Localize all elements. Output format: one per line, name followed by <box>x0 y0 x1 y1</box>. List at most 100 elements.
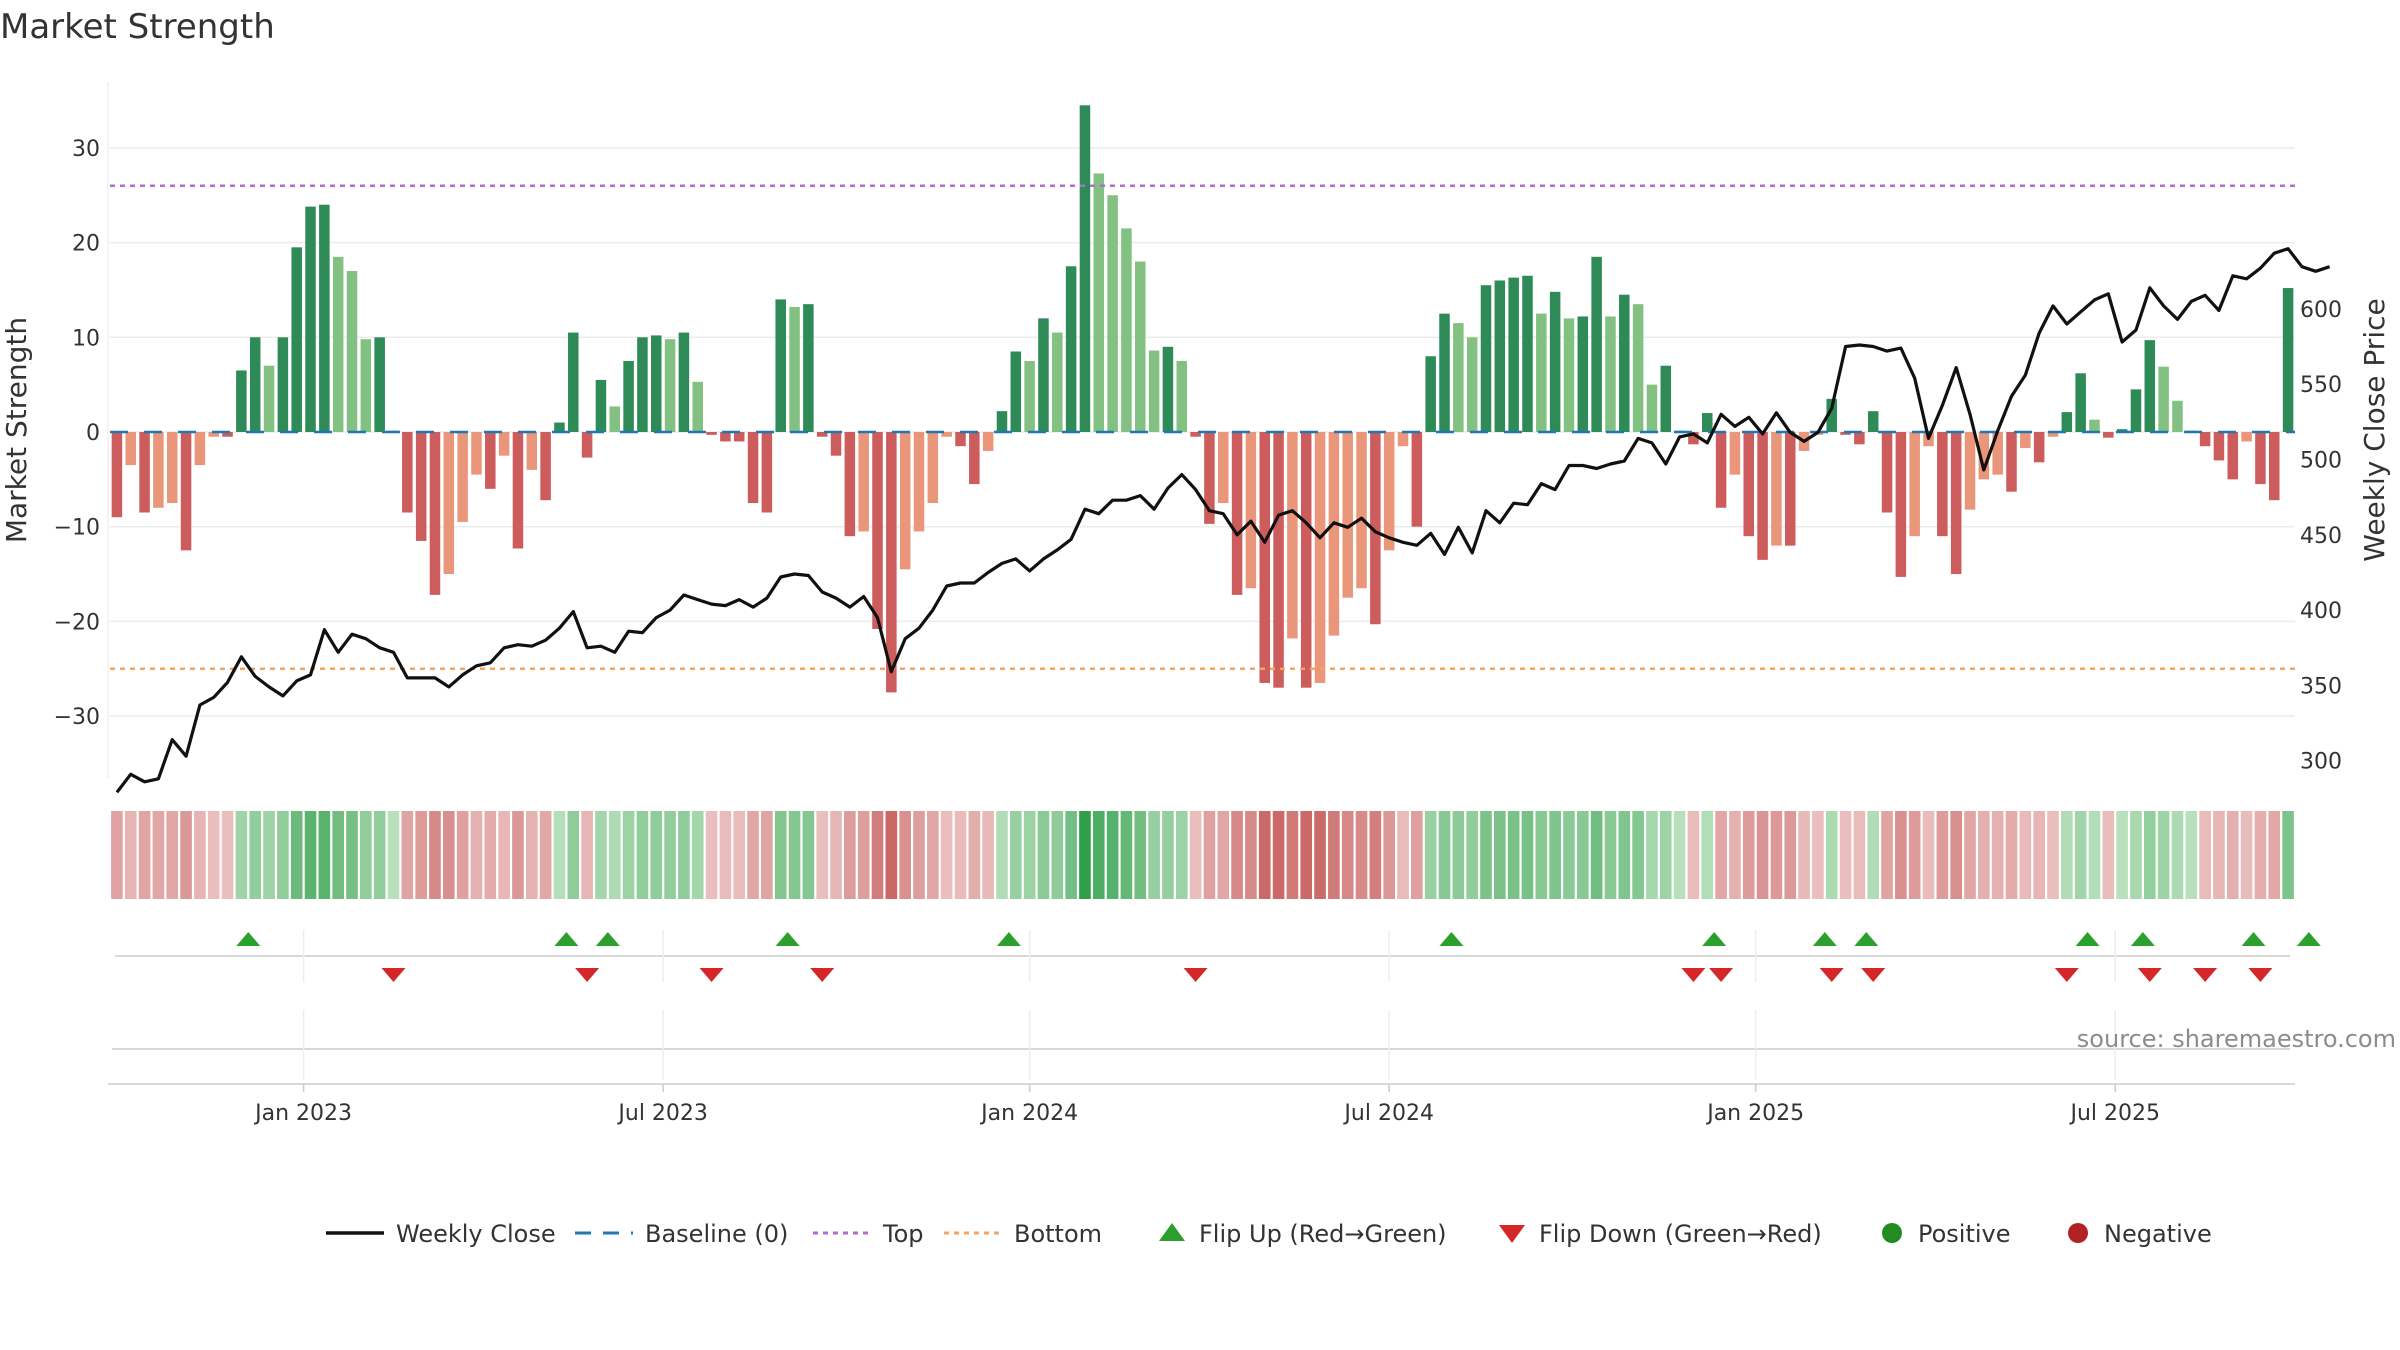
flip-up-marker <box>2296 932 2321 946</box>
heat-strip-cell <box>1037 811 1050 899</box>
strength-bar <box>1245 432 1257 589</box>
heat-strip-cell <box>2240 811 2253 899</box>
heat-strip-cell <box>1272 811 1285 899</box>
strength-bar <box>844 432 856 537</box>
heat-strip-cell <box>332 811 344 899</box>
flip-down-marker <box>1681 968 1706 982</box>
x-tick-label: Jul 2025 <box>2068 1101 2160 1126</box>
strength-bar <box>429 432 441 595</box>
heat-strip-cell <box>2268 811 2281 899</box>
strength-bar <box>1688 432 1699 445</box>
strength-bar <box>1646 384 1658 432</box>
strength-bar <box>2020 432 2031 449</box>
heat-strip-cell <box>166 811 179 899</box>
strength-bar <box>1784 432 1796 546</box>
strength-bar <box>996 411 1008 432</box>
strength-bar <box>2227 432 2239 480</box>
heat-strip-cell <box>443 811 455 899</box>
legend-label: Bottom <box>1014 1220 1102 1248</box>
strength-bar <box>858 432 869 532</box>
legend-item: Top <box>813 1220 924 1248</box>
strength-bar <box>291 247 302 432</box>
heat-strip-cell <box>1452 811 1465 899</box>
strength-bar <box>1494 280 1506 432</box>
strength-bar <box>816 432 828 437</box>
heat-strip-cell <box>1092 811 1105 899</box>
strength-bar <box>2033 432 2045 463</box>
strength-bar <box>1273 432 1284 688</box>
y-tick-label: −30 <box>54 705 100 730</box>
strength-bar <box>969 432 980 485</box>
strength-bar <box>1162 346 1174 432</box>
heat-strip-cell <box>1618 811 1631 899</box>
strength-bar <box>1909 432 1920 537</box>
reference-lines <box>110 184 2295 670</box>
strength-bar <box>1950 432 1962 575</box>
y2-tick-label: 300 <box>2300 750 2342 775</box>
y2-tick-label: 350 <box>2300 674 2342 699</box>
strength-bar <box>1854 432 1865 445</box>
heat-strip-cell <box>1397 811 1409 899</box>
heat-strip-cell <box>664 811 676 899</box>
y2-axis-title: Weekly Close Price <box>2358 298 2391 561</box>
strength-bar <box>1937 432 1948 537</box>
strength-bar <box>554 422 565 432</box>
strength-bar <box>1522 275 1533 432</box>
strength-bar <box>706 432 717 435</box>
heat-strip-cell <box>1480 811 1492 899</box>
heat-strip-cell <box>1964 811 1976 899</box>
heat-strip-cell <box>1687 811 1700 899</box>
strength-bar <box>1881 432 1893 513</box>
heat-strip-cell <box>1009 811 1022 899</box>
heat-strip-cell <box>1314 811 1326 899</box>
strength-bar <box>678 332 690 432</box>
heat-strip-cell <box>152 811 165 899</box>
strength-bar <box>166 432 178 504</box>
strength-bar <box>1591 256 1602 432</box>
heat-strip-cell <box>263 811 275 899</box>
y-tick-label: 10 <box>72 326 100 351</box>
heat-strip-cell <box>567 811 580 899</box>
flip-up-marker <box>996 932 1021 946</box>
heat-strip-cell <box>2033 811 2045 899</box>
strength-bar <box>1743 432 1755 537</box>
heat-strip-cell <box>1991 811 2004 899</box>
heat-strip-cell <box>2171 811 2184 899</box>
legend-label: Flip Down (Green→Red) <box>1539 1220 1822 1248</box>
strength-bar <box>249 337 261 432</box>
strength-bar <box>1563 318 1575 432</box>
strength-bar <box>1231 432 1243 595</box>
heat-strip-cell <box>1148 811 1160 899</box>
flip-up-marker <box>1854 932 1879 946</box>
heat-strip-cell <box>1189 811 1202 899</box>
heat-strip-cell <box>1369 811 1382 899</box>
strength-bar <box>609 406 621 432</box>
strength-bar <box>1964 432 1976 510</box>
strength-bar <box>1135 261 1146 432</box>
flip-up-marker <box>1812 932 1837 946</box>
strength-bar <box>1757 432 1768 560</box>
strength-bar <box>747 432 759 504</box>
heat-strip-cell <box>194 811 206 899</box>
strength-bar <box>568 332 579 432</box>
legend-item: Flip Down (Green→Red) <box>1499 1220 1822 1248</box>
strength-bar <box>1259 432 1270 683</box>
y-axis-ticks: 30 20 10 0 −10 −20 −30 <box>54 137 100 730</box>
heat-strip-cell <box>816 811 829 899</box>
heat-strip-cell <box>1576 811 1589 899</box>
heat-strip-cell <box>415 811 427 899</box>
heat-strip-cell <box>927 811 939 899</box>
strength-bar <box>2269 432 2280 501</box>
heat-strip-cell <box>346 811 358 899</box>
strength-bar <box>1826 398 1837 432</box>
strength-bar <box>443 432 455 575</box>
strength-bar <box>2158 366 2169 432</box>
heat-strip-cell <box>1521 811 1534 899</box>
legend-label: Flip Up (Red→Green) <box>1199 1220 1447 1248</box>
heat-strip-cell <box>2185 811 2198 899</box>
chart-title: Market Strength <box>0 7 275 47</box>
heat-strip-cell <box>1867 811 1880 899</box>
heat-strip-cell <box>1106 811 1119 899</box>
flip-down-marker <box>1709 968 1734 982</box>
heat-strip-cell <box>1023 811 1036 899</box>
